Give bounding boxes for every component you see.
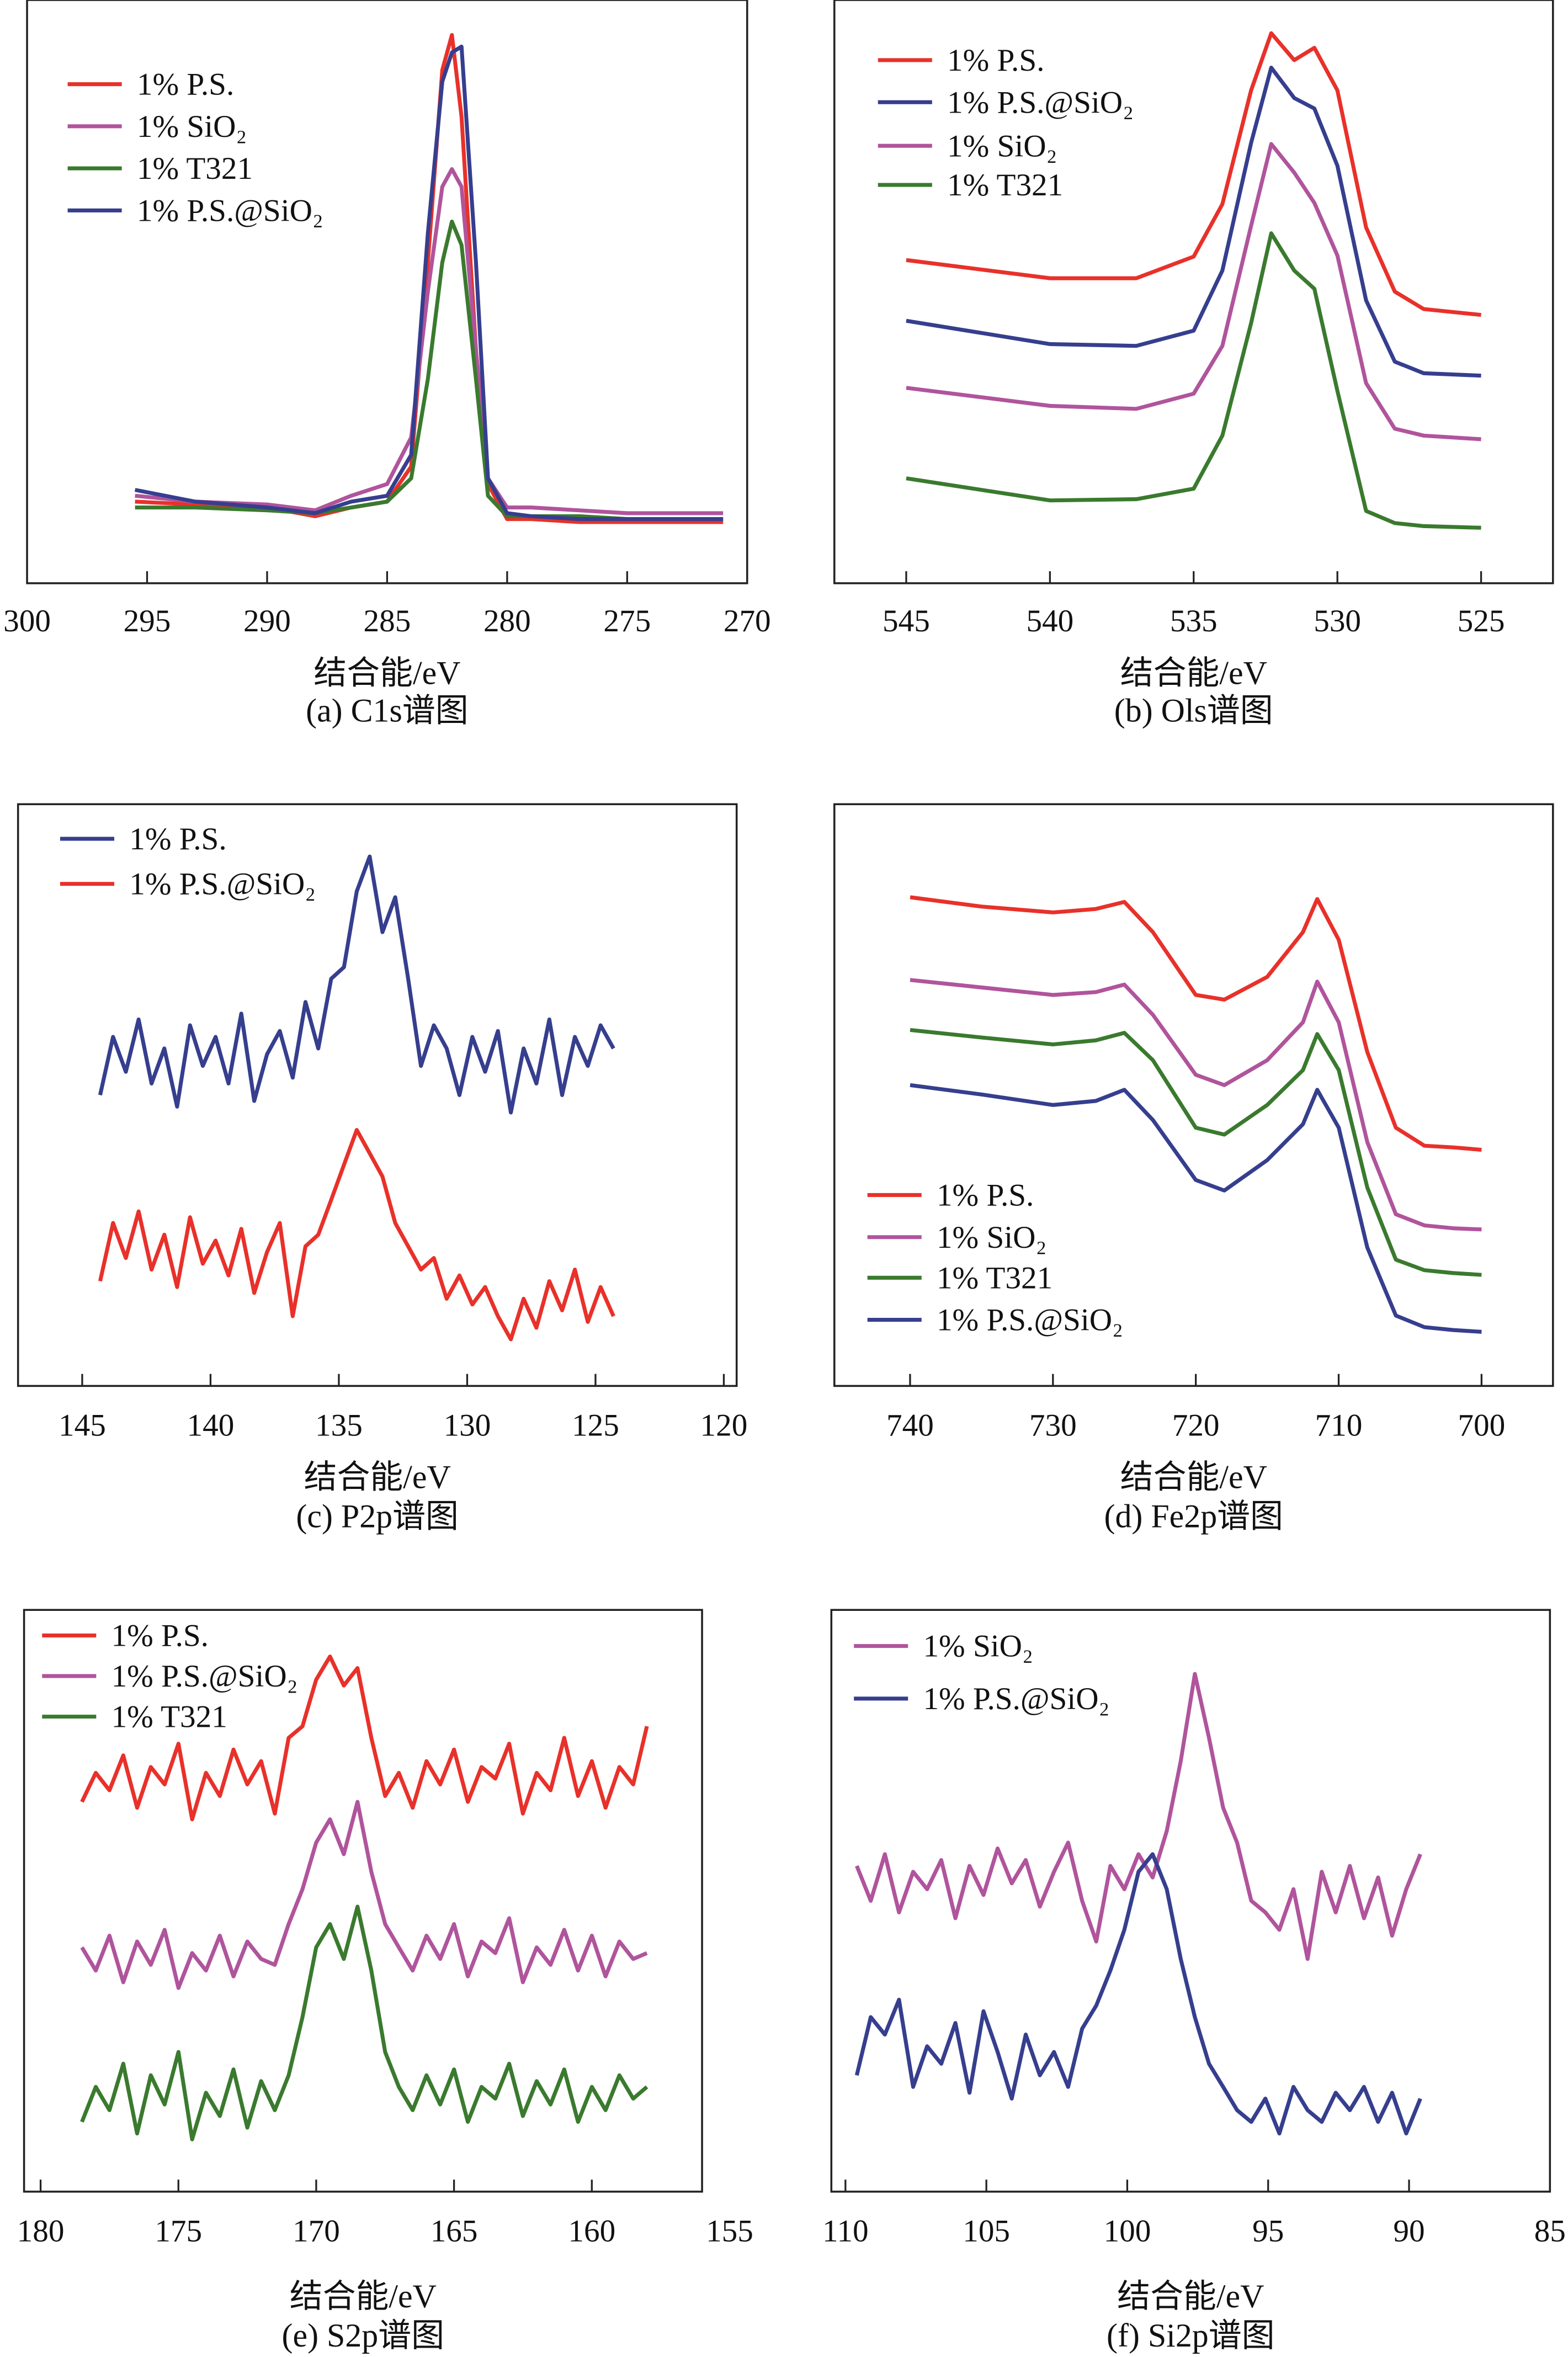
x-tick-label: 135 bbox=[315, 1408, 363, 1443]
x-tick-label: 285 bbox=[364, 604, 411, 639]
series-line-2 bbox=[80, 1904, 649, 2142]
legend-label: 1% T321 bbox=[137, 151, 253, 186]
panel-caption: (c) P2p谱图 bbox=[296, 1498, 459, 1534]
legend-label: 1% P.S.@SiO₂ bbox=[129, 867, 316, 902]
plot-frame bbox=[833, 803, 1554, 1387]
legend-label: 1% T321 bbox=[947, 168, 1063, 203]
x-tick-label: 545 bbox=[883, 604, 930, 639]
series-line-1 bbox=[80, 1800, 648, 1990]
panel-caption: (a) C1s谱图 bbox=[306, 692, 469, 728]
legend-label: 1% P.S.@SiO₂ bbox=[137, 193, 323, 228]
x-tick-label: 100 bbox=[1104, 2214, 1151, 2248]
legend-label: 1% P.S. bbox=[111, 1619, 209, 1653]
x-tick-label: 160 bbox=[568, 2214, 615, 2248]
panel-f: 110 105 100 95 90 85 结合能/eV(f) Si2p谱图 1% SiO₂ 1%… bbox=[822, 1609, 1566, 2354]
x-tick-label: 270 bbox=[724, 604, 771, 639]
x-tick-label: 720 bbox=[1172, 1408, 1220, 1443]
legend-label: 1% T321 bbox=[111, 1700, 227, 1735]
x-tick-label: 125 bbox=[572, 1408, 619, 1443]
x-tick-label: 155 bbox=[706, 2214, 753, 2248]
series-line-3 bbox=[910, 1083, 1482, 1334]
legend-label: 1% P.S.@SiO₂ bbox=[923, 1682, 1109, 1716]
x-tick-label: 130 bbox=[444, 1408, 491, 1443]
x-tick-label: 175 bbox=[155, 2214, 202, 2248]
x-tick-label: 280 bbox=[483, 604, 531, 639]
panel-d: 740 730 720 710 700 结合能/eV(d) Fe2p谱图 1% P.S. 1%… bbox=[833, 803, 1554, 1534]
x-tick-label: 90 bbox=[1393, 2214, 1425, 2248]
series-line-1 bbox=[854, 1852, 1422, 2136]
x-tick-label: 300 bbox=[3, 604, 51, 639]
x-tick-label: 740 bbox=[886, 1408, 934, 1443]
legend-label: 1% P.S. bbox=[937, 1178, 1034, 1213]
panel-caption: (d) Fe2p谱图 bbox=[1104, 1498, 1283, 1534]
x-tick-label: 110 bbox=[822, 2214, 869, 2248]
series-line-0 bbox=[135, 33, 724, 524]
x-tick-label: 120 bbox=[700, 1408, 748, 1443]
x-tick-label: 105 bbox=[963, 2214, 1010, 2248]
panel-caption: (e) S2p谱图 bbox=[282, 2317, 445, 2354]
x-tick-label: 730 bbox=[1029, 1408, 1077, 1443]
panel-c: 145 140 135 130 125 120 结合能/eV(c) P2p谱图 1% P.S.… bbox=[17, 803, 748, 1534]
legend-label: 1% SiO₂ bbox=[947, 129, 1057, 163]
x-axis-label: 结合能/eV bbox=[1120, 655, 1267, 691]
series-line-0 bbox=[855, 1672, 1422, 1961]
plot-frame bbox=[17, 803, 738, 1387]
series-line-3 bbox=[134, 44, 724, 522]
x-axis-label: 结合能/eV bbox=[1120, 1459, 1267, 1496]
series-line-0 bbox=[906, 31, 1481, 317]
panel-a: 300 295 290 285 280 275 270 结合能/eV(a) C1s谱图 1% P… bbox=[3, 0, 771, 728]
series-line-1 bbox=[98, 1127, 615, 1342]
series-line-2 bbox=[906, 142, 1481, 441]
legend-label: 1% T321 bbox=[937, 1260, 1053, 1295]
legend-label: 1% SiO₂ bbox=[137, 109, 247, 144]
legend-label: 1% P.S. bbox=[129, 822, 226, 856]
plot-frame bbox=[833, 0, 1554, 584]
x-tick-label: 525 bbox=[1458, 604, 1505, 639]
plot-frame bbox=[23, 1609, 703, 2193]
x-tick-label: 85 bbox=[1534, 2214, 1566, 2248]
x-tick-label: 145 bbox=[59, 1408, 106, 1443]
x-tick-label: 180 bbox=[17, 2214, 65, 2248]
x-tick-label: 540 bbox=[1026, 604, 1073, 639]
series-line-1 bbox=[910, 978, 1482, 1232]
x-tick-label: 170 bbox=[293, 2214, 340, 2248]
legend-label: 1% P.S. bbox=[947, 43, 1044, 78]
x-tick-label: 535 bbox=[1170, 604, 1218, 639]
panel-b: 545 540 535 530 525 结合能/eV(b) Ols谱图 1% P.S. 1% … bbox=[833, 0, 1554, 728]
series-line-2 bbox=[910, 1028, 1482, 1277]
x-axis-label: 结合能/eV bbox=[290, 2278, 437, 2315]
x-tick-label: 530 bbox=[1314, 604, 1361, 639]
legend-label: 1% P.S. bbox=[137, 67, 234, 102]
legend-label: 1% P.S.@SiO₂ bbox=[937, 1303, 1123, 1338]
x-axis-label: 结合能/eV bbox=[304, 1459, 451, 1496]
panel-caption: (b) Ols谱图 bbox=[1114, 692, 1273, 728]
legend-label: 1% P.S.@SiO₂ bbox=[111, 1659, 298, 1694]
legend-label: 1% SiO₂ bbox=[923, 1629, 1033, 1664]
x-axis-label: 结合能/eV bbox=[313, 655, 460, 691]
x-tick-label: 140 bbox=[187, 1408, 235, 1443]
x-tick-label: 290 bbox=[243, 604, 291, 639]
plot-frame bbox=[830, 1609, 1551, 2193]
x-tick-label: 700 bbox=[1458, 1408, 1505, 1443]
legend-label: 1% SiO₂ bbox=[937, 1220, 1046, 1255]
series-line-0 bbox=[910, 895, 1482, 1152]
x-tick-label: 165 bbox=[430, 2214, 478, 2248]
panel-caption: (f) Si2p谱图 bbox=[1107, 2317, 1275, 2354]
legend-label: 1% P.S.@SiO₂ bbox=[947, 85, 1134, 120]
x-tick-label: 95 bbox=[1252, 2214, 1284, 2248]
series-line-0 bbox=[98, 854, 615, 1115]
x-tick-label: 710 bbox=[1315, 1408, 1363, 1443]
panel-e: 180 175 170 165 160 155 结合能/eV(e) S2p谱图 1% P.S.… bbox=[17, 1609, 753, 2354]
series-line-3 bbox=[906, 231, 1481, 530]
x-tick-label: 275 bbox=[603, 604, 651, 639]
series-line-1 bbox=[906, 66, 1481, 378]
x-tick-label: 295 bbox=[124, 604, 171, 639]
series-line-1 bbox=[135, 167, 724, 515]
series-line-0 bbox=[80, 1654, 649, 1822]
x-axis-label: 结合能/eV bbox=[1117, 2278, 1264, 2315]
